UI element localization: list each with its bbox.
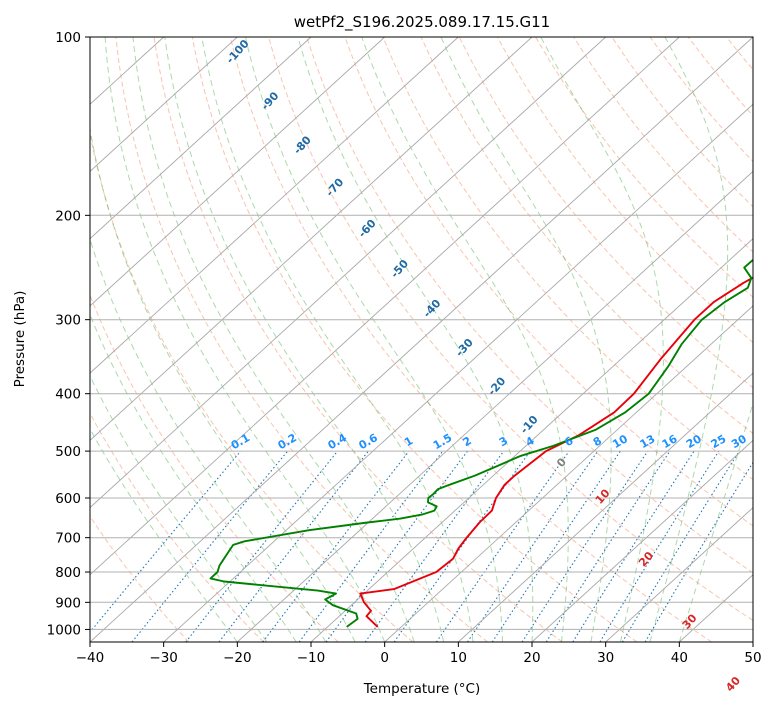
x-tick-label: 30 [597,650,614,666]
mixing-ratio-line [364,450,505,642]
mixing-ratio-line [131,450,289,642]
dry-adiabat-line [420,37,753,435]
x-tick-label: −40 [76,650,105,666]
isotherm-line [90,37,459,374]
x-tick-label: 0 [380,650,389,666]
isotherm-line [90,37,312,240]
y-tick-label: 600 [55,491,81,507]
moist-adiabat-line [201,37,474,642]
dry-adiabat-line [306,37,753,574]
isotherm-line [605,506,753,642]
dry-adiabat-line [115,37,488,642]
mixing-ratio-line [521,450,649,642]
dry-adiabat-line [268,37,753,622]
isotherm-line [90,37,680,576]
x-tick-label: 20 [523,650,540,666]
pressure-gridlines [90,37,753,630]
moist-adiabat-line [540,37,664,642]
y-axis-label: Pressure (hPa) [12,291,28,388]
mixing-ratio-line [467,450,599,642]
isotherm-line [457,372,753,642]
moist-adiabat-line [90,125,356,642]
isotherm-line [90,37,238,173]
x-tick-label: 10 [450,650,467,666]
dry-adiabat-line [496,37,753,344]
isotherm-line [90,37,386,307]
y-tick-label: 400 [55,387,81,403]
moist-adiabat-line [90,313,297,642]
background-lines [90,37,753,642]
isotherm-line [90,37,753,642]
mixing-ratio-line [545,450,671,642]
mixing-ratio-line [572,450,695,642]
mixing-ratio-line [435,450,570,642]
y-tick-label: 500 [55,444,81,460]
y-tick-label: 200 [55,208,81,224]
dry-adiabat-line [229,37,712,642]
moist-adiabat-line [440,37,612,642]
moist-adiabat-line [649,37,729,642]
y-tick-label: 100 [55,30,81,46]
x-tick-label: −30 [149,650,178,666]
moist-adiabat-line [90,374,268,642]
x-tick-label: 40 [671,650,688,666]
dewpoint-profile-line [209,258,753,628]
y-axis-ticks: 100 200 300 400 500 600 700 800 900 1000 [47,30,90,638]
moist-adiabat-line [245,37,503,642]
x-axis-label: Temperature (°C) [363,681,481,697]
dry-adiabat-line [153,37,563,642]
dry-adiabat-line [382,37,753,481]
mixing-ratio-line [262,450,410,642]
profile-series [209,258,753,628]
isotherm-line [236,170,753,642]
dry-adiabat-line [535,37,753,298]
isotherm-line [163,103,753,642]
moist-adiabat-line [361,37,569,642]
y-tick-label: 300 [55,313,81,329]
mixing-ratio-line [298,450,444,642]
mixing-ratio-line [185,450,339,642]
y-tick-label: 900 [55,595,81,611]
dry-adiabat-line [191,37,638,642]
isotherm-line [384,305,753,642]
mixing-ratio-line [491,450,621,642]
isotherm-line [90,37,533,441]
moist-adiabat-line [297,37,534,642]
y-tick-label: 700 [55,531,81,547]
x-tick-label: −10 [297,650,326,666]
mixing-ratio-line [621,450,740,642]
moist-adiabat-line [90,237,327,642]
mixing-ratio-line [90,450,242,633]
moist-adiabat-line [164,37,445,642]
mixing-ratio-line [325,450,468,642]
chart-title: wetPf2_S196.2025.089.17.15.G11 [294,13,550,32]
x-axis-ticks: −40 −30 −20 −10 0 10 20 30 40 50 [76,642,762,666]
moist-adiabat-line [104,37,386,642]
moist-adiabat-line [678,401,753,642]
isotherm-line [310,238,753,642]
isotherm-line [531,439,753,642]
moist-adiabat-line [90,427,238,642]
x-tick-label: 50 [744,650,761,666]
y-tick-label: 800 [55,565,81,581]
x-tick-label: −20 [223,650,252,666]
temperature-profile-line [359,276,753,628]
dry-adiabat-line [90,412,264,642]
y-tick-label: 1000 [47,622,81,638]
plot-frame [89,36,754,643]
isotherm-line [90,37,607,509]
